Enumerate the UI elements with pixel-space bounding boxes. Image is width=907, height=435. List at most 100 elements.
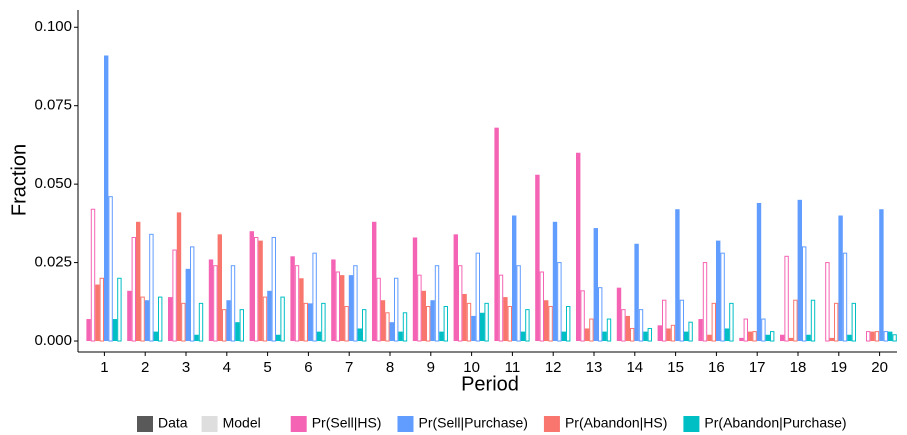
data-bar [421, 290, 426, 342]
model-bar [892, 334, 897, 342]
x-tick-label: 4 [223, 359, 231, 376]
model-bar [484, 302, 489, 342]
model-bar [198, 302, 204, 342]
model-bar [729, 302, 734, 342]
model-bar [516, 265, 521, 342]
x-tick-label: 12 [545, 359, 562, 376]
model-bar [580, 290, 585, 342]
data-bar [535, 174, 540, 342]
model-bar [834, 302, 839, 342]
x-tick-label: 11 [505, 359, 521, 376]
data-bar [724, 328, 730, 342]
model-bar [752, 331, 757, 342]
model-bar [793, 299, 798, 342]
x-tick-label: 15 [667, 359, 684, 376]
data-bar [136, 221, 141, 342]
data-bar [888, 331, 893, 342]
data-bar [453, 234, 458, 342]
legend-label: Data [158, 415, 188, 431]
model-bar [458, 265, 463, 342]
model-bar [688, 321, 693, 342]
data-bar [86, 319, 91, 342]
data-bar [561, 331, 566, 342]
model-bar [254, 236, 259, 342]
model-bar [638, 309, 644, 342]
model-bar [743, 318, 748, 342]
x-tick-label: 16 [708, 359, 725, 376]
legend-swatch [201, 416, 218, 432]
data-bar [340, 275, 345, 342]
data-bar [756, 202, 762, 342]
data-bar [480, 312, 485, 342]
data-bar [398, 331, 403, 342]
model-bar [702, 262, 708, 342]
data-bar [684, 331, 689, 342]
model-bar [312, 252, 317, 342]
data-bar [544, 300, 549, 342]
model-bar [630, 327, 635, 342]
data-bar [290, 256, 295, 342]
data-bar [879, 209, 884, 342]
x-tick-label: 8 [386, 359, 394, 376]
data-bar [127, 290, 132, 342]
model-bar [230, 265, 236, 342]
data-bar [462, 293, 467, 342]
x-tick-label: 9 [427, 359, 435, 376]
legend-label: Pr(Sell|Purchase) [418, 415, 527, 431]
y-tick-label: 0.075 [34, 97, 72, 114]
data-bar [602, 331, 607, 342]
model-bar [239, 309, 245, 342]
data-bar [95, 284, 100, 342]
data-bar [249, 231, 254, 342]
model-bar [181, 302, 186, 342]
model-bar [90, 208, 96, 342]
data-bar [471, 315, 476, 342]
legend-label: Pr(Sell|HS) [312, 415, 382, 431]
model-bar [507, 306, 513, 342]
data-bar [780, 334, 785, 342]
x-tick-label: 18 [790, 359, 807, 376]
data-bar [829, 337, 834, 342]
model-bar [417, 274, 422, 342]
data-bar [748, 331, 753, 342]
data-bar [412, 237, 418, 342]
model-bar [262, 296, 268, 342]
data-bar [372, 221, 377, 342]
data-bar [208, 259, 214, 342]
data-bar [276, 334, 281, 342]
data-bar [380, 300, 386, 342]
x-tick-label: 19 [830, 359, 847, 376]
legend-label: Pr(Abandon|HS) [565, 415, 667, 431]
data-bar [357, 328, 362, 342]
model-bar [303, 302, 309, 342]
model-bar [598, 287, 603, 342]
data-bar [552, 221, 558, 342]
model-bar [443, 306, 449, 342]
data-bar [348, 275, 354, 342]
model-bar [99, 277, 104, 342]
model-bar [394, 277, 399, 342]
data-bar [634, 243, 639, 342]
data-bar [389, 322, 394, 342]
data-bar [176, 212, 182, 342]
y-tick-label: 0.050 [34, 175, 72, 192]
data-bar [806, 334, 811, 342]
model-bar [362, 309, 367, 342]
x-tick-label: 7 [345, 359, 353, 376]
model-bar [402, 312, 408, 342]
x-tick-label: 13 [586, 359, 603, 376]
model-bar [566, 306, 571, 342]
model-bar [784, 255, 789, 342]
x-tick-label: 20 [871, 359, 888, 376]
data-bar [675, 209, 680, 342]
model-bar [557, 262, 562, 342]
x-axis-title: Period [461, 373, 519, 395]
model-bar [466, 302, 472, 342]
data-bar [584, 328, 590, 342]
model-bar [670, 324, 676, 342]
model-bar [108, 196, 113, 342]
model-bar [711, 302, 716, 342]
model-bar [280, 296, 285, 342]
model-bar [271, 236, 277, 342]
